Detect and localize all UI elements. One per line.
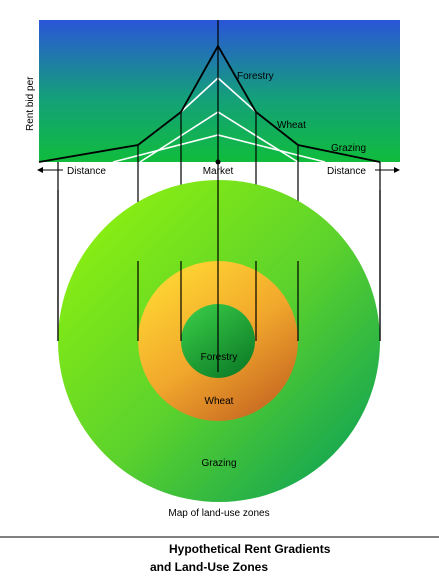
rent-panel — [39, 20, 400, 162]
forestry-curve-label: Forestry — [237, 71, 274, 82]
grazing-curve-label: Grazing — [331, 143, 366, 154]
map-caption: Map of land-use zones — [168, 508, 269, 519]
distance-left-label: Distance — [67, 166, 106, 177]
distance-right-label: Distance — [327, 166, 366, 177]
distance-axis: Distance Market Distance — [37, 166, 400, 177]
figure-title-line1: Hypothetical Rent Gradients — [169, 542, 331, 556]
right-arrow-icon — [394, 167, 400, 173]
market-label: Market — [203, 166, 234, 177]
forestry-zone-label: Forestry — [201, 352, 238, 363]
market-point — [215, 159, 221, 165]
figure-title-line2: and Land-Use Zones — [150, 560, 268, 574]
left-arrow-icon — [37, 167, 43, 173]
y-axis-label: Rent bid per — [25, 76, 36, 131]
wheat-zone-label: Wheat — [205, 396, 234, 407]
wheat-curve-label: Wheat — [277, 120, 306, 131]
grazing-zone-label: Grazing — [201, 458, 236, 469]
